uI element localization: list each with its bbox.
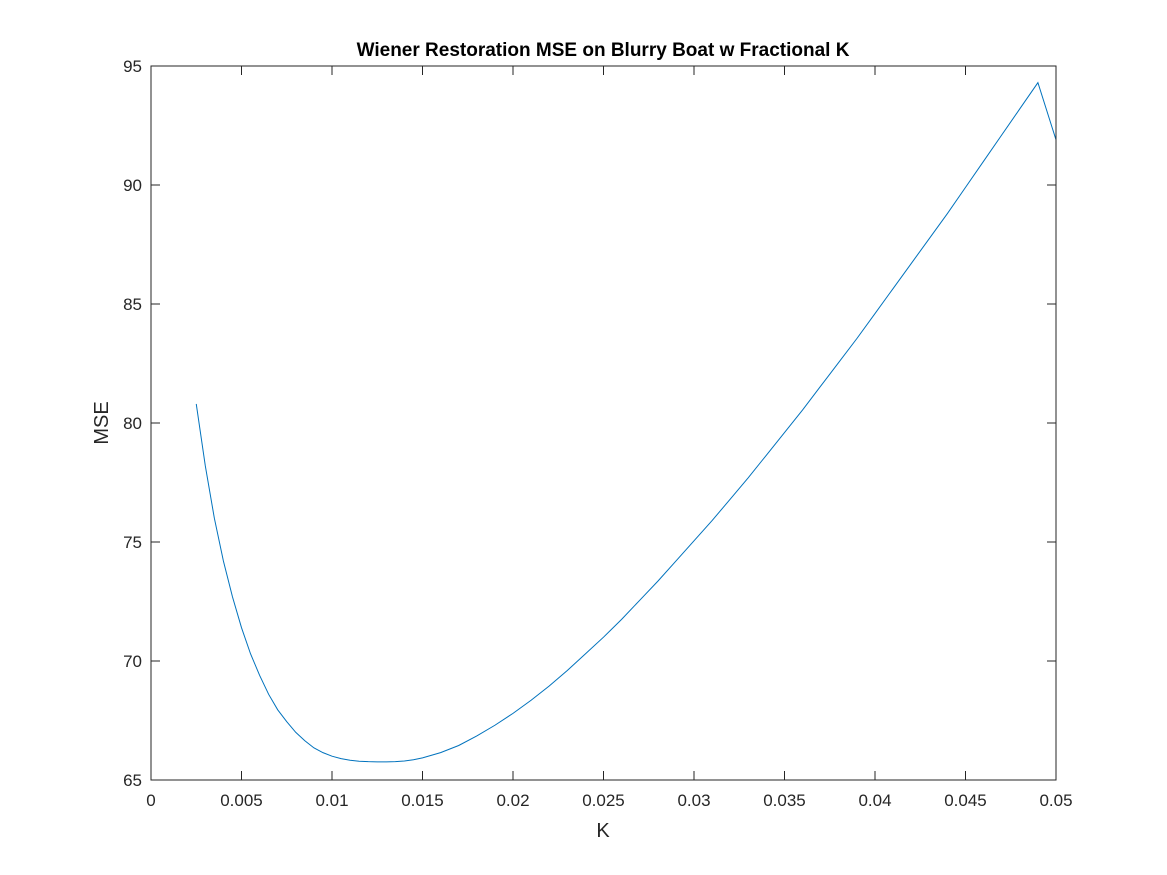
x-tick-label: 0.035 [763,791,806,810]
x-tick-label: 0.045 [944,791,987,810]
y-tick-label: 95 [123,57,142,76]
x-tick-label: 0.02 [496,791,529,810]
y-axis-label: MSE [91,401,113,444]
y-tick-label: 70 [123,652,142,671]
plot-area [151,66,1056,780]
y-axis-ticks: 65 70 75 80 85 90 95 [123,57,1056,790]
y-tick-label: 90 [123,176,142,195]
x-tick-label: 0.01 [315,791,348,810]
y-tick-label: 65 [123,771,142,790]
x-tick-label: 0 [146,791,155,810]
x-tick-label: 0.025 [582,791,625,810]
chart-title: Wiener Restoration MSE on Blurry Boat w … [357,40,850,61]
axes-box [150,65,1057,781]
x-tick-label: 0.04 [858,791,891,810]
x-tick-label: 0.03 [677,791,710,810]
y-tick-label: 75 [123,533,142,552]
y-tick-label: 80 [123,414,142,433]
y-tick-label: 85 [123,295,142,314]
mse-curve [195,81,1057,763]
x-tick-label: 0.015 [401,791,444,810]
x-tick-label: 0.005 [220,791,263,810]
x-tick-label: 0.05 [1039,791,1072,810]
x-axis-label: K [596,820,610,842]
x-axis-ticks: 0 0.005 0.01 0.015 0.02 0.025 0.03 0.035 0.04 0.0… [146,66,1073,810]
